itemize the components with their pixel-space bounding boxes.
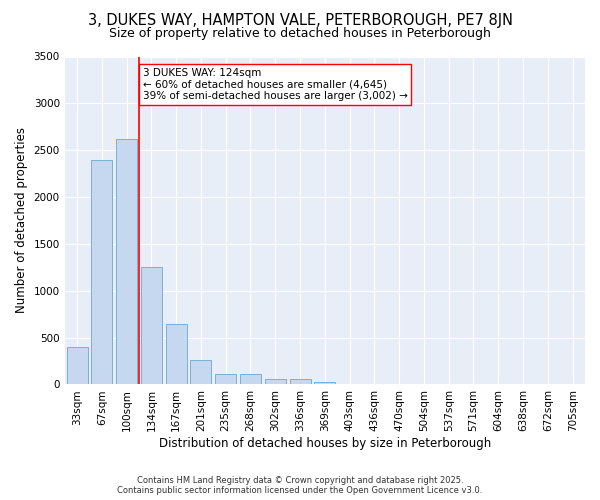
Text: 3 DUKES WAY: 124sqm
← 60% of detached houses are smaller (4,645)
39% of semi-det: 3 DUKES WAY: 124sqm ← 60% of detached ho… (143, 68, 407, 101)
Bar (240, 374, 261, 384)
Y-axis label: Number of detached properties: Number of detached properties (15, 128, 28, 314)
Bar (141, 268, 162, 384)
Bar (290, 380, 311, 384)
Bar (314, 382, 335, 384)
Bar (215, 374, 236, 384)
Bar (67, 347, 88, 385)
Bar (116, 139, 137, 384)
Bar (166, 324, 187, 384)
Text: 3, DUKES WAY, HAMPTON VALE, PETERBOROUGH, PE7 8JN: 3, DUKES WAY, HAMPTON VALE, PETERBOROUGH… (88, 12, 512, 28)
Text: Size of property relative to detached houses in Peterborough: Size of property relative to detached ho… (109, 28, 491, 40)
Bar (265, 380, 286, 384)
X-axis label: Distribution of detached houses by size in Peterborough: Distribution of detached houses by size … (159, 437, 491, 450)
Text: Contains HM Land Registry data © Crown copyright and database right 2025.
Contai: Contains HM Land Registry data © Crown c… (118, 476, 482, 495)
Bar (91, 160, 112, 384)
Bar (190, 360, 211, 384)
